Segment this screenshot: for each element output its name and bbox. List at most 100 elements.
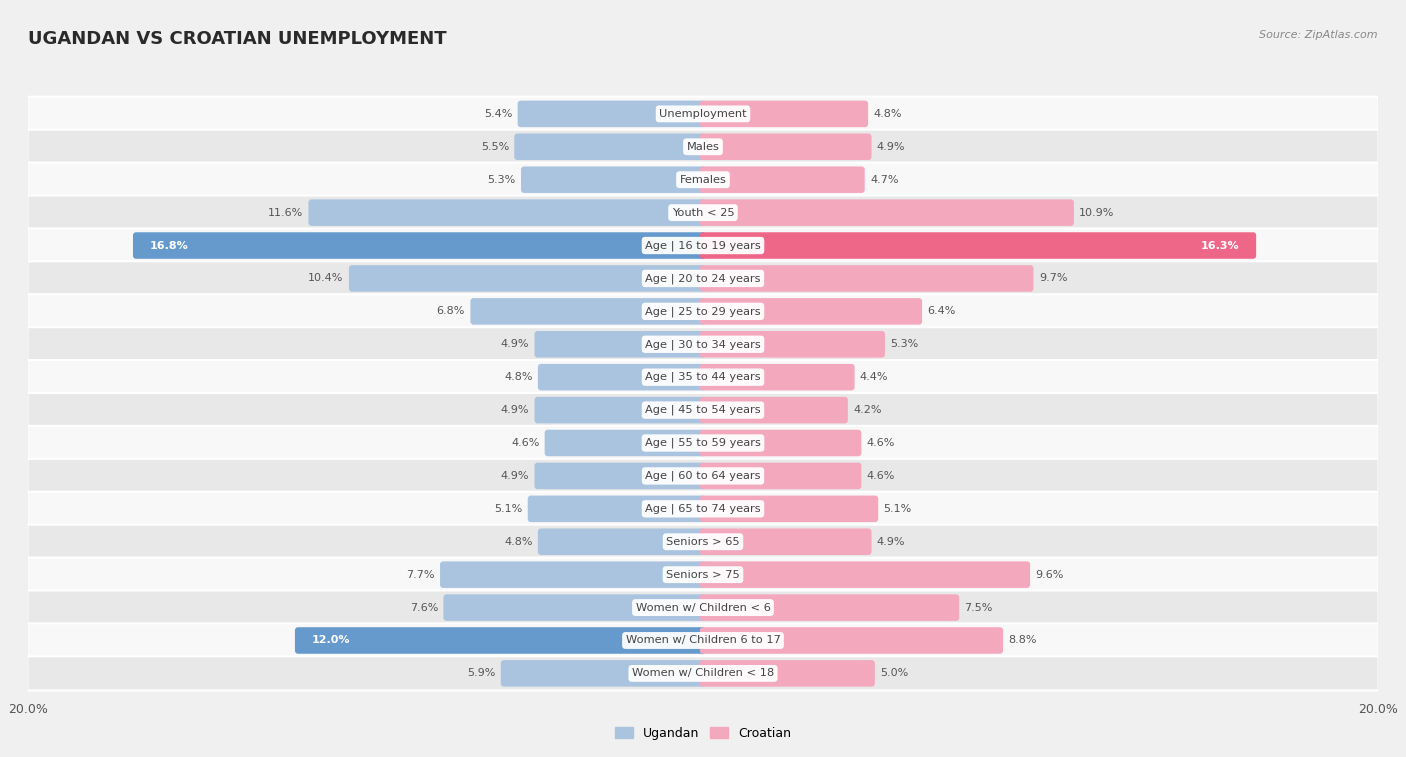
FancyBboxPatch shape	[295, 628, 706, 654]
Text: 5.5%: 5.5%	[481, 142, 509, 152]
Text: 5.1%: 5.1%	[495, 504, 523, 514]
Text: 5.0%: 5.0%	[880, 668, 908, 678]
Text: Females: Females	[679, 175, 727, 185]
Text: 4.8%: 4.8%	[505, 537, 533, 547]
FancyBboxPatch shape	[28, 459, 1378, 493]
Text: 10.9%: 10.9%	[1080, 207, 1115, 217]
FancyBboxPatch shape	[544, 430, 706, 456]
Text: Women w/ Children < 6: Women w/ Children < 6	[636, 603, 770, 612]
Text: 4.4%: 4.4%	[860, 372, 889, 382]
Text: 4.6%: 4.6%	[510, 438, 540, 448]
Text: 5.9%: 5.9%	[467, 668, 495, 678]
Text: 4.8%: 4.8%	[873, 109, 901, 119]
Text: Women w/ Children 6 to 17: Women w/ Children 6 to 17	[626, 635, 780, 646]
Text: 4.2%: 4.2%	[853, 405, 882, 415]
FancyBboxPatch shape	[28, 360, 1378, 394]
Text: Youth < 25: Youth < 25	[672, 207, 734, 217]
Text: 9.6%: 9.6%	[1035, 570, 1064, 580]
FancyBboxPatch shape	[28, 229, 1378, 263]
FancyBboxPatch shape	[538, 364, 706, 391]
FancyBboxPatch shape	[700, 562, 1031, 588]
Text: 7.7%: 7.7%	[406, 570, 434, 580]
FancyBboxPatch shape	[515, 133, 706, 160]
FancyBboxPatch shape	[538, 528, 706, 555]
FancyBboxPatch shape	[700, 265, 1033, 291]
Text: 5.3%: 5.3%	[488, 175, 516, 185]
Text: 5.3%: 5.3%	[890, 339, 918, 349]
Text: 6.4%: 6.4%	[928, 307, 956, 316]
Text: 7.6%: 7.6%	[409, 603, 439, 612]
Text: Age | 60 to 64 years: Age | 60 to 64 years	[645, 471, 761, 481]
Text: 7.5%: 7.5%	[965, 603, 993, 612]
FancyBboxPatch shape	[28, 590, 1378, 625]
FancyBboxPatch shape	[28, 525, 1378, 559]
Text: Women w/ Children < 18: Women w/ Children < 18	[631, 668, 775, 678]
FancyBboxPatch shape	[28, 393, 1378, 427]
Text: 16.8%: 16.8%	[149, 241, 188, 251]
Text: Unemployment: Unemployment	[659, 109, 747, 119]
FancyBboxPatch shape	[700, 463, 862, 489]
Text: Age | 20 to 24 years: Age | 20 to 24 years	[645, 273, 761, 284]
FancyBboxPatch shape	[700, 594, 959, 621]
FancyBboxPatch shape	[534, 331, 706, 357]
FancyBboxPatch shape	[28, 623, 1378, 658]
Text: Age | 55 to 59 years: Age | 55 to 59 years	[645, 438, 761, 448]
Text: 4.6%: 4.6%	[866, 471, 896, 481]
Text: 5.1%: 5.1%	[883, 504, 911, 514]
FancyBboxPatch shape	[349, 265, 706, 291]
Text: 11.6%: 11.6%	[269, 207, 304, 217]
FancyBboxPatch shape	[700, 496, 879, 522]
Text: 5.4%: 5.4%	[484, 109, 512, 119]
FancyBboxPatch shape	[522, 167, 706, 193]
FancyBboxPatch shape	[534, 397, 706, 423]
FancyBboxPatch shape	[28, 327, 1378, 361]
Text: Males: Males	[686, 142, 720, 152]
FancyBboxPatch shape	[28, 294, 1378, 329]
FancyBboxPatch shape	[700, 430, 862, 456]
Text: 12.0%: 12.0%	[312, 635, 350, 646]
Text: Seniors > 65: Seniors > 65	[666, 537, 740, 547]
Text: 6.8%: 6.8%	[437, 307, 465, 316]
Legend: Ugandan, Croatian: Ugandan, Croatian	[610, 721, 796, 745]
Text: 4.9%: 4.9%	[501, 471, 529, 481]
FancyBboxPatch shape	[28, 656, 1378, 690]
FancyBboxPatch shape	[471, 298, 706, 325]
FancyBboxPatch shape	[700, 331, 884, 357]
Text: Age | 35 to 44 years: Age | 35 to 44 years	[645, 372, 761, 382]
FancyBboxPatch shape	[700, 232, 1256, 259]
Text: 4.8%: 4.8%	[505, 372, 533, 382]
FancyBboxPatch shape	[700, 167, 865, 193]
Text: 4.7%: 4.7%	[870, 175, 898, 185]
Text: 4.6%: 4.6%	[866, 438, 896, 448]
Text: Age | 25 to 29 years: Age | 25 to 29 years	[645, 306, 761, 316]
FancyBboxPatch shape	[700, 660, 875, 687]
Text: 10.4%: 10.4%	[308, 273, 343, 283]
Text: 4.9%: 4.9%	[501, 339, 529, 349]
Text: 4.9%: 4.9%	[501, 405, 529, 415]
FancyBboxPatch shape	[517, 101, 706, 127]
FancyBboxPatch shape	[527, 496, 706, 522]
FancyBboxPatch shape	[700, 298, 922, 325]
FancyBboxPatch shape	[700, 199, 1074, 226]
FancyBboxPatch shape	[700, 133, 872, 160]
FancyBboxPatch shape	[28, 558, 1378, 592]
Text: 4.9%: 4.9%	[877, 537, 905, 547]
FancyBboxPatch shape	[28, 492, 1378, 526]
FancyBboxPatch shape	[700, 364, 855, 391]
Text: 4.9%: 4.9%	[877, 142, 905, 152]
Text: UGANDAN VS CROATIAN UNEMPLOYMENT: UGANDAN VS CROATIAN UNEMPLOYMENT	[28, 30, 447, 48]
Text: 8.8%: 8.8%	[1008, 635, 1036, 646]
FancyBboxPatch shape	[443, 594, 706, 621]
FancyBboxPatch shape	[700, 397, 848, 423]
Text: 16.3%: 16.3%	[1201, 241, 1240, 251]
FancyBboxPatch shape	[308, 199, 706, 226]
FancyBboxPatch shape	[700, 528, 872, 555]
FancyBboxPatch shape	[534, 463, 706, 489]
Text: Age | 16 to 19 years: Age | 16 to 19 years	[645, 240, 761, 251]
FancyBboxPatch shape	[28, 195, 1378, 229]
FancyBboxPatch shape	[440, 562, 706, 588]
FancyBboxPatch shape	[700, 101, 868, 127]
FancyBboxPatch shape	[700, 628, 1002, 654]
FancyBboxPatch shape	[28, 426, 1378, 460]
FancyBboxPatch shape	[28, 129, 1378, 164]
